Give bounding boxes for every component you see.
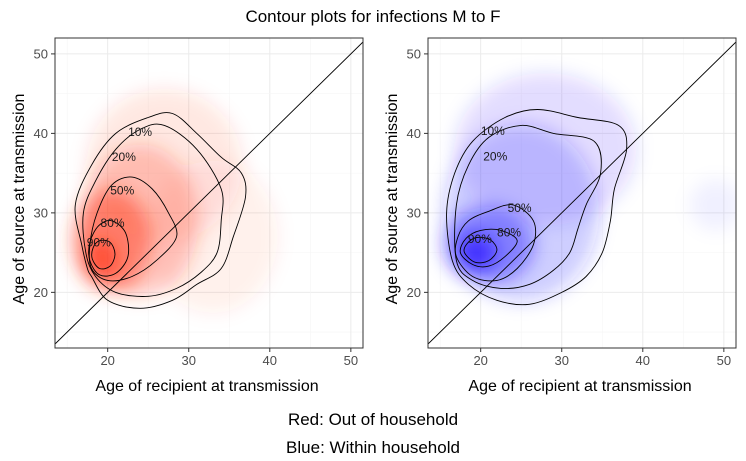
y-tick-label: 50	[34, 46, 48, 61]
y-tick-label: 20	[34, 285, 48, 300]
contour-label: 50%	[508, 201, 532, 215]
x-tick-label: 20	[473, 353, 487, 368]
contour-line-10pct	[74, 112, 247, 309]
right-y-axis-label: Age of source at transmission	[384, 94, 401, 305]
contour-label: 10%	[481, 124, 505, 138]
contour-line-90pct	[91, 239, 116, 270]
left-x-axis-label: Age of recipient at transmission	[95, 378, 318, 395]
contour-label: 20%	[112, 150, 136, 164]
x-tick-label: 20	[100, 353, 114, 368]
density-fill	[443, 72, 736, 302]
contour-label: 80%	[101, 216, 125, 230]
contour-line-80pct	[88, 220, 130, 277]
contour-label: 20%	[483, 149, 507, 163]
x-tick-label: 30	[182, 353, 196, 368]
caption-line-red: Red: Out of household	[288, 410, 458, 429]
caption-line-blue: Blue: Within household	[286, 438, 460, 457]
panel-border	[427, 37, 737, 349]
x-tick-label: 30	[555, 353, 569, 368]
contour-line-20pct	[454, 124, 602, 289]
y-tick-label: 40	[34, 126, 48, 141]
x-tick-label: 50	[717, 353, 731, 368]
density-blob	[72, 189, 151, 292]
right-x-axis-label: Age of recipient at transmission	[468, 378, 691, 395]
figure-title: Contour plots for infections M to F	[245, 7, 500, 26]
density-blob	[689, 179, 736, 231]
panel-border	[54, 37, 364, 349]
x-tick-label: 40	[263, 353, 277, 368]
y-tick-label: 50	[407, 46, 421, 61]
y-tick-label: 20	[407, 285, 421, 300]
contour-label: 50%	[110, 184, 134, 198]
x-tick-label: 40	[636, 353, 650, 368]
contour-line-10pct	[446, 109, 628, 306]
contour-line-20pct	[82, 123, 224, 297]
right-contour-panel: 10% 20% 50% 80% 90% 20 30 40 50 20 30 40 50 Age of s…	[384, 37, 737, 395]
contour-line-50pct	[454, 204, 537, 282]
contour-label: 90%	[87, 235, 111, 249]
identity-line	[428, 41, 736, 345]
y-tick-label: 40	[407, 126, 421, 141]
y-tick-label: 30	[407, 205, 421, 220]
contour-label: 10%	[128, 125, 152, 139]
y-tick-label: 30	[34, 205, 48, 220]
contour-line-80pct	[459, 228, 518, 268]
left-y-axis-label: Age of source at transmission	[11, 94, 28, 305]
contour-label: 80%	[497, 226, 521, 240]
contour-line-50pct	[88, 176, 178, 282]
x-tick-label: 50	[344, 353, 358, 368]
contour-line-90pct	[463, 236, 498, 264]
left-contour-panel: 10% 20% 50% 80% 90% 20 30 40 50 20 30 40 50 Age of s…	[11, 37, 364, 395]
identity-line	[55, 41, 363, 345]
contour-label: 90%	[468, 232, 492, 246]
